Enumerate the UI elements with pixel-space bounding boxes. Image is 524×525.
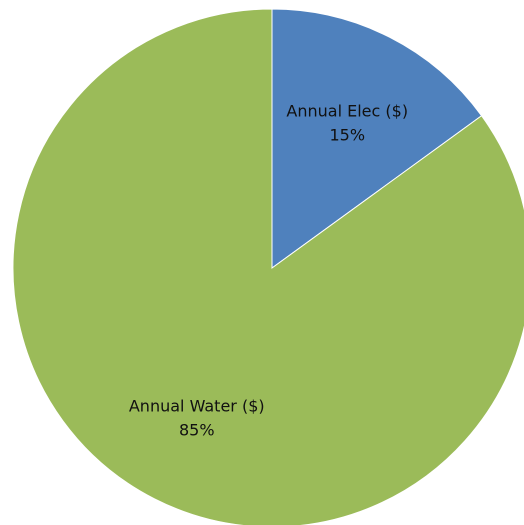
pie-slice-annual-elec — [271, 8, 483, 269]
pie-labels: Annual Elec ($) 15% Annual Water ($) 85% — [129, 101, 408, 439]
slice-label-annual-elec: Annual Elec ($) — [286, 101, 408, 120]
slice-percent-annual-water: 85% — [179, 421, 215, 440]
pie-slice-annual-water — [12, 8, 524, 525]
slice-percent-annual-elec: 15% — [329, 125, 365, 144]
pie-slices — [12, 8, 524, 525]
slice-label-annual-water: Annual Water ($) — [129, 397, 265, 416]
